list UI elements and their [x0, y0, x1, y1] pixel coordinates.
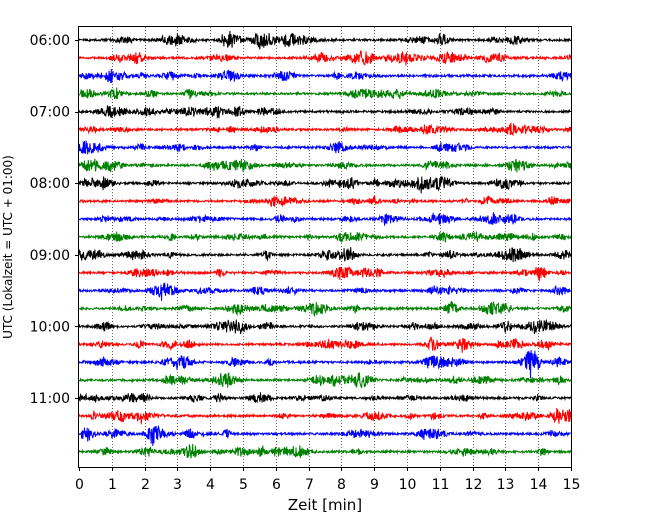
y-axis-label: UTC (Lokalzeit = UTC + 01:00) — [1, 155, 15, 339]
y-tick-label: 11:00 — [30, 391, 70, 407]
seismogram-trace — [78, 300, 572, 317]
seismogram-trace — [78, 372, 572, 389]
x-tick-label: 1 — [108, 477, 117, 493]
x-tick-label: 13 — [497, 477, 515, 493]
y-tick-label: 06:00 — [30, 33, 70, 49]
seismogram-trace — [78, 282, 572, 301]
seismogram-trace — [78, 392, 572, 404]
seismogram-trace — [78, 30, 572, 50]
seismogram-trace — [78, 407, 572, 425]
seismogram-trace — [78, 319, 572, 335]
x-tick-label: 2 — [141, 477, 150, 493]
seismogram-trace — [78, 122, 572, 136]
x-axis: 0 1 2 3 4 5 6 7 8 9 10 11 12 13 14 15 — [75, 467, 580, 493]
x-tick-label: 15 — [563, 477, 581, 493]
seismogram-trace — [78, 246, 572, 263]
seismogram-trace — [78, 425, 572, 447]
seismogram-trace — [78, 175, 572, 194]
seismogram-trace — [78, 195, 572, 207]
seismogram-trace — [78, 266, 572, 282]
x-tick-label: 6 — [272, 477, 281, 493]
y-tick-label: 10:00 — [30, 319, 70, 335]
x-tick-label: 10 — [399, 477, 417, 493]
x-tick-label: 5 — [239, 477, 248, 493]
seismogram-trace — [78, 212, 572, 226]
seismogram-trace — [78, 443, 572, 459]
seismogram-trace — [78, 50, 572, 66]
seismogram-trace — [78, 350, 572, 379]
x-tick-label: 7 — [305, 477, 314, 493]
seismogram-traces — [78, 30, 572, 459]
x-tick-label: 11 — [432, 477, 450, 493]
seismogram-trace — [78, 336, 572, 353]
x-tick-label: 8 — [337, 477, 346, 493]
x-tick-label: 14 — [530, 477, 548, 493]
y-tick-label: 09:00 — [30, 248, 70, 264]
x-tick-label: 0 — [75, 477, 84, 493]
x-tick-label: 12 — [465, 477, 483, 493]
x-tick-label: 4 — [206, 477, 215, 493]
y-tick-label: 08:00 — [30, 176, 70, 192]
seismogram-trace — [78, 105, 572, 119]
vertical-grid — [112, 27, 539, 467]
seismogram-trace — [78, 68, 572, 83]
seismogram-trace — [78, 231, 572, 244]
seismogram-trace — [78, 140, 572, 155]
plot-frame — [78, 26, 572, 468]
y-axis: 06:00 07:00 08:00 09:00 10:00 11:00 — [30, 33, 79, 407]
y-tick-label: 07:00 — [30, 105, 70, 121]
seismogram-trace — [78, 87, 572, 100]
x-tick-label: 9 — [370, 477, 379, 493]
seismogram-trace — [78, 158, 572, 173]
x-axis-label: Zeit [min] — [288, 496, 362, 514]
x-tick-label: 3 — [173, 477, 182, 493]
